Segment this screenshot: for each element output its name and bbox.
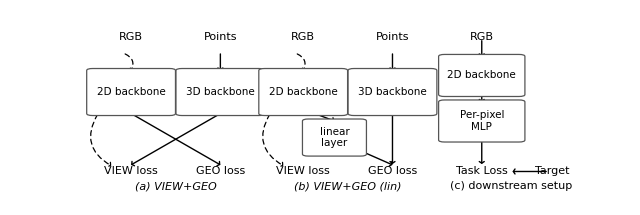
Text: (c) downstream setup: (c) downstream setup [451,181,573,191]
Text: GEO loss: GEO loss [368,166,417,177]
Text: Task Loss: Task Loss [456,166,508,177]
Text: Target: Target [536,166,570,177]
Text: Points: Points [204,32,237,42]
FancyBboxPatch shape [303,119,367,156]
FancyBboxPatch shape [348,69,437,115]
Text: RGB: RGB [291,32,316,42]
FancyBboxPatch shape [438,54,525,97]
Text: Points: Points [376,32,409,42]
Text: RGB: RGB [119,32,143,42]
Text: linear
layer: linear layer [319,127,349,148]
Text: (b) VIEW+GEO (lin): (b) VIEW+GEO (lin) [294,181,401,191]
Text: GEO loss: GEO loss [196,166,245,177]
Text: VIEW loss: VIEW loss [276,166,330,177]
FancyBboxPatch shape [438,100,525,142]
Text: (a) VIEW+GEO: (a) VIEW+GEO [135,181,216,191]
FancyBboxPatch shape [86,69,175,115]
Text: RGB: RGB [470,32,494,42]
FancyBboxPatch shape [176,69,265,115]
FancyBboxPatch shape [259,69,348,115]
Text: 2D backbone: 2D backbone [97,87,166,97]
Text: VIEW loss: VIEW loss [104,166,158,177]
Text: 3D backbone: 3D backbone [186,87,255,97]
Text: 3D backbone: 3D backbone [358,87,427,97]
Text: 2D backbone: 2D backbone [269,87,337,97]
Text: 2D backbone: 2D backbone [447,71,516,80]
Text: Per-pixel
MLP: Per-pixel MLP [460,110,504,132]
